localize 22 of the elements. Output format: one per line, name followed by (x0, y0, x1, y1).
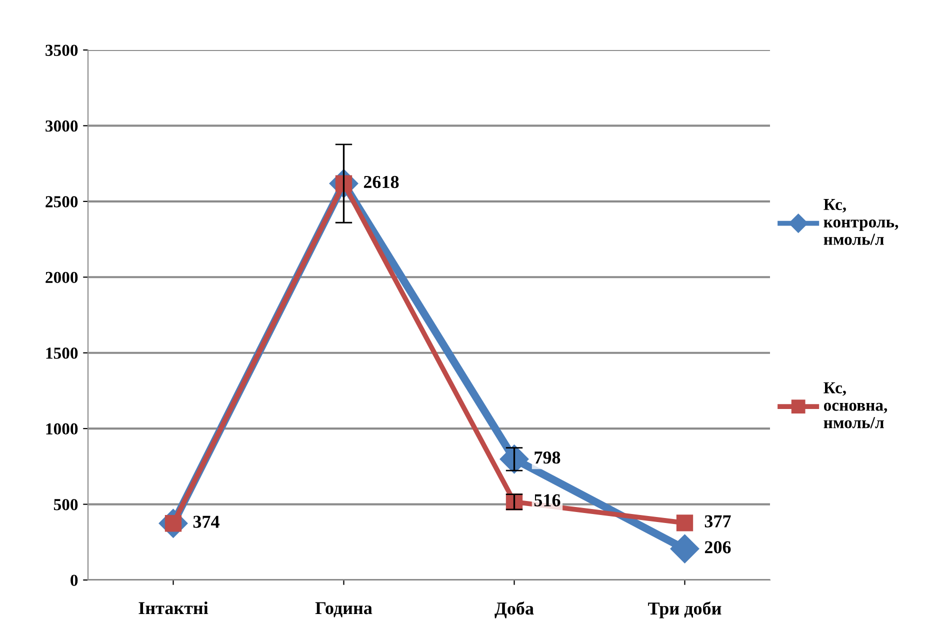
y-tick-label: 1500 (46, 348, 78, 359)
y-tick-label: 0 (70, 574, 78, 586)
x-tick-label: Інтактні (138, 602, 208, 614)
y-tick-label: 500 (54, 498, 78, 510)
legend-label: Кс, контроль, нмоль/л (824, 199, 898, 245)
y-tick-label: 1000 (46, 423, 78, 435)
data-label: 798 (534, 451, 560, 464)
x-tick-label: Година (315, 602, 372, 618)
data-label: 2618 (364, 176, 399, 188)
y-tick-label: 3000 (46, 120, 78, 132)
x-tick-label: Доба (494, 602, 534, 618)
x-tick-label: Три доби (648, 602, 722, 618)
y-tick-label: 3500 (46, 44, 78, 56)
point (670, 534, 700, 564)
data-label: 374 (193, 516, 220, 528)
y-tick-label: 2500 (46, 196, 78, 208)
y-tick-label: 2000 (46, 272, 78, 284)
data-label: 377 (704, 515, 731, 528)
data-label: 516 (534, 494, 560, 506)
point (676, 514, 694, 532)
data-label: 206 (704, 541, 731, 554)
legend-label: Кс, основна, нмоль/л (824, 382, 888, 428)
